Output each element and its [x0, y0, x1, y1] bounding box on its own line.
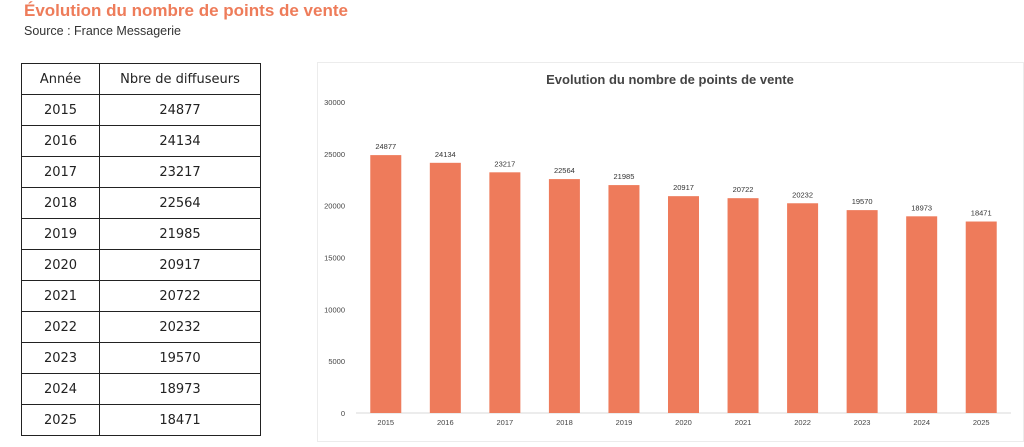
table-cell-count: 20232: [99, 311, 261, 343]
table-row: 2025 18471: [21, 404, 261, 436]
x-tick-label: 2016: [437, 418, 454, 427]
table-cell-count: 21985: [99, 218, 261, 250]
bar-value-label: 21985: [614, 172, 635, 181]
bar-value-label: 20917: [673, 183, 694, 192]
bar-value-label: 24877: [375, 142, 396, 151]
bar-value-label: 18471: [971, 209, 992, 218]
bar-2023: [846, 210, 878, 413]
table-cell-year: 2025: [21, 404, 100, 436]
x-tick-label: 2018: [556, 418, 573, 427]
table-row: 2019 21985: [21, 218, 261, 250]
bar-value-label: 22564: [554, 166, 575, 175]
table-row: 2018 22564: [21, 187, 261, 219]
table-cell-year: 2015: [21, 94, 100, 126]
table-row: 2015 24877: [21, 94, 261, 126]
bar-2017: [489, 172, 521, 413]
table-cell-year: 2023: [21, 342, 100, 374]
data-table: Année Nbre de diffuseurs 2015 24877 2016 24…: [21, 63, 261, 436]
bar-value-label: 20722: [733, 185, 754, 194]
table-cell-year: 2022: [21, 311, 100, 343]
bar-2018: [548, 179, 580, 413]
x-tick-label: 2015: [377, 418, 394, 427]
table-row: 2020 20917: [21, 249, 261, 281]
bar-2016: [429, 162, 461, 413]
table-cell-count: 19570: [99, 342, 261, 374]
table-cell-count: 20917: [99, 249, 261, 281]
table-cell-count: 18973: [99, 373, 261, 405]
table-cell-count: 18471: [99, 404, 261, 436]
table-cell-year: 2020: [21, 249, 100, 281]
x-tick-label: 2021: [735, 418, 752, 427]
table-header-row: Année Nbre de diffuseurs: [21, 63, 261, 95]
bar-value-label: 20232: [792, 190, 813, 199]
page-title: Évolution du nombre de points de vente: [24, 1, 348, 20]
table-row: 2024 18973: [21, 373, 261, 405]
bar-value-label: 24134: [435, 150, 456, 159]
y-tick-label: 20000: [324, 202, 345, 211]
y-tick-label: 15000: [324, 254, 345, 263]
bar-value-label: 23217: [494, 159, 515, 168]
table-cell-year: 2016: [21, 125, 100, 157]
bar-2025: [965, 221, 997, 413]
chart-title: Evolution du nombre de points de vente: [546, 72, 794, 87]
bar-2024: [906, 216, 938, 413]
table-cell-year: 2021: [21, 280, 100, 312]
bar-value-label: 19570: [852, 197, 873, 206]
y-tick-label: 30000: [324, 98, 345, 107]
bar-value-label: 18973: [911, 203, 932, 212]
bar-chart: Evolution du nombre de points de vente 0…: [317, 62, 1024, 442]
bar-2021: [727, 198, 759, 413]
table-row: 2022 20232: [21, 311, 261, 343]
table-cell-year: 2017: [21, 156, 100, 188]
table-cell-count: 22564: [99, 187, 261, 219]
x-tick-label: 2022: [794, 418, 811, 427]
chart-svg: Evolution du nombre de points de vente 0…: [324, 72, 1011, 427]
table-row: 2021 20722: [21, 280, 261, 312]
x-tick-label: 2023: [854, 418, 871, 427]
table-row: 2016 24134: [21, 125, 261, 157]
table-cell-year: 2019: [21, 218, 100, 250]
x-tick-label: 2024: [913, 418, 930, 427]
bar-2019: [608, 185, 640, 413]
x-tick-label: 2017: [497, 418, 514, 427]
y-tick-label: 25000: [324, 150, 345, 159]
table-cell-year: 2024: [21, 373, 100, 405]
table-cell-count: 24877: [99, 94, 261, 126]
bar-2020: [668, 196, 699, 413]
table-cell-count: 23217: [99, 156, 261, 188]
y-tick-label: 10000: [324, 305, 345, 314]
table-header-year: Année: [21, 63, 100, 95]
table-header-count: Nbre de diffuseurs: [99, 63, 261, 95]
y-tick-label: 0: [341, 409, 345, 418]
table-cell-count: 20722: [99, 280, 261, 312]
bar-2022: [787, 203, 819, 413]
x-tick-label: 2019: [616, 418, 633, 427]
page-source: Source : France Messagerie: [24, 24, 182, 38]
table-row: 2017 23217: [21, 156, 261, 188]
table-cell-count: 24134: [99, 125, 261, 157]
table-row: 2023 19570: [21, 342, 261, 374]
table-cell-year: 2018: [21, 187, 100, 219]
x-tick-label: 2025: [973, 418, 990, 427]
bar-2015: [370, 155, 402, 413]
x-tick-label: 2020: [675, 418, 692, 427]
y-tick-label: 5000: [328, 357, 345, 366]
